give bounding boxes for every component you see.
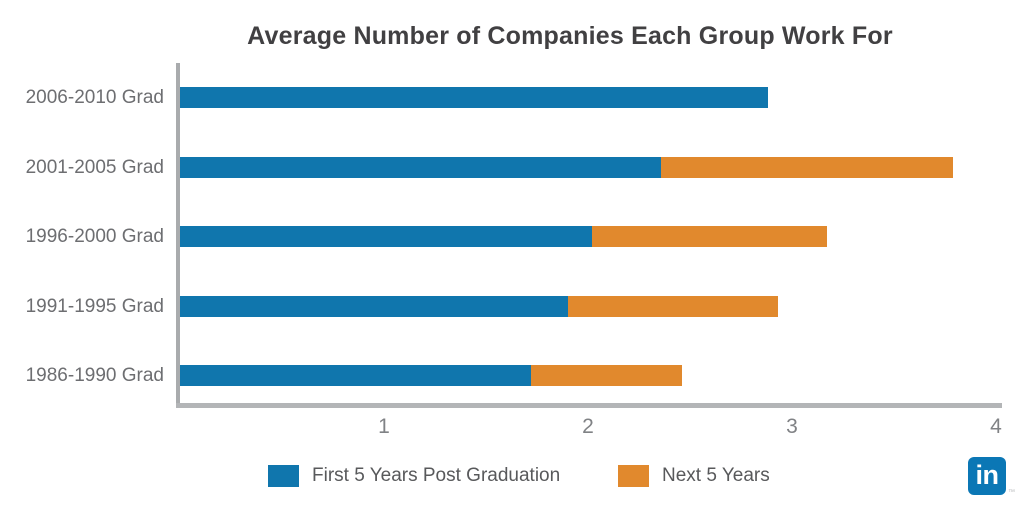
- category-label: 2001-2005 Grad: [25, 156, 164, 178]
- bar-row: [180, 226, 827, 247]
- x-axis-line: [176, 403, 1002, 408]
- bar-row: [180, 156, 954, 178]
- category-label: 1996-2000 Grad: [25, 226, 164, 247]
- x-tick-label: 2: [582, 415, 594, 438]
- bar-segment: [180, 156, 662, 178]
- legend-item-first-5-years: First 5 Years Post Graduation: [268, 464, 560, 488]
- bar-segment: [180, 87, 768, 108]
- legend-label: First 5 Years Post Graduation: [312, 465, 561, 486]
- bar-segment: [180, 365, 531, 386]
- y-axis-labels: 2006-2010 Grad 2001-2005 Grad 1996-2000 Gr…: [0, 63, 164, 408]
- bar-segment: [567, 295, 778, 317]
- plot-area: [180, 63, 1002, 408]
- x-tick-label: 4: [990, 415, 1002, 438]
- legend-label: Next 5 Years: [662, 465, 770, 486]
- trademark-symbol: ™: [1008, 489, 1015, 496]
- bar-segment: [592, 226, 827, 247]
- x-tick-label: 1: [378, 415, 390, 438]
- category-label: 1986-1990 Grad: [25, 365, 164, 386]
- bar-row: [180, 295, 778, 317]
- bar-segment: [180, 226, 593, 247]
- x-axis-ticks: 1 2 3 4: [180, 415, 1002, 445]
- legend: First 5 Years Post Graduation Next 5 Yea…: [0, 464, 1024, 490]
- linkedin-logo: in: [968, 457, 1006, 495]
- x-tick-label: 3: [786, 415, 798, 438]
- bar-segment: [530, 365, 682, 386]
- y-axis-line: [176, 63, 180, 408]
- chart-title: Average Number of Companies Each Group W…: [247, 22, 893, 50]
- bar-row: [180, 87, 768, 108]
- legend-item-next-5-years: Next 5 Years: [618, 464, 770, 488]
- bar-row: [180, 365, 682, 386]
- legend-swatch-blue: [268, 465, 299, 487]
- legend-swatch-orange: [618, 465, 649, 487]
- bar-segment: [180, 295, 568, 317]
- bar-segment: [661, 156, 954, 178]
- category-label: 1991-1995 Grad: [25, 295, 164, 317]
- category-label: 2006-2010 Grad: [25, 87, 164, 108]
